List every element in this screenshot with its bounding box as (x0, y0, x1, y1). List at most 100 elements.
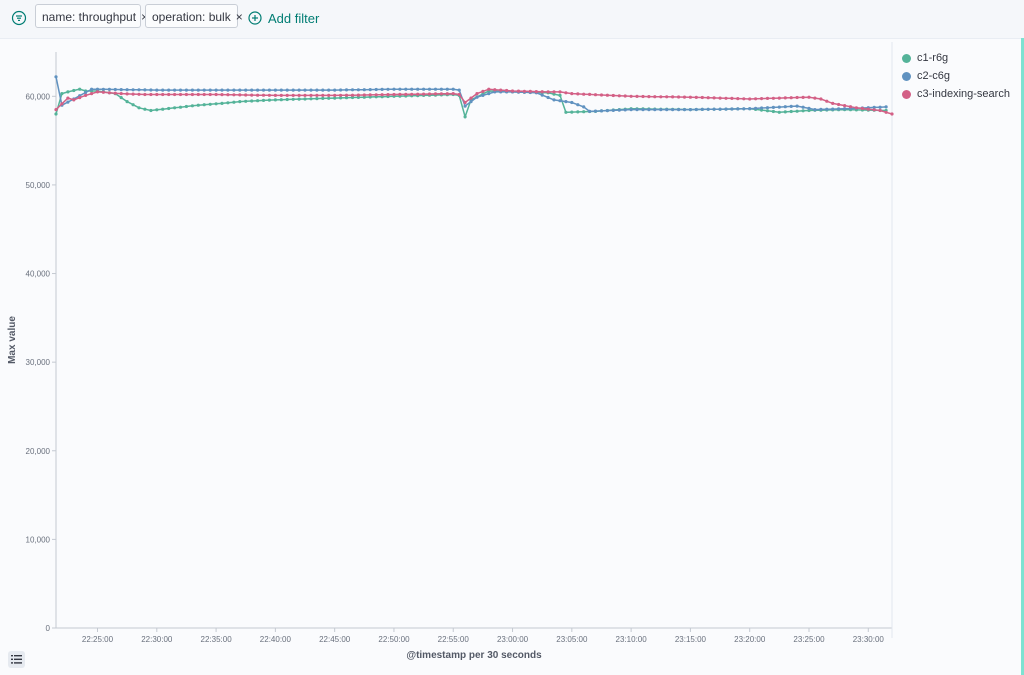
data-point (232, 93, 236, 97)
data-point (588, 109, 592, 113)
data-point (700, 107, 704, 111)
data-point (344, 93, 349, 97)
data-point (724, 96, 728, 100)
y-tick-label: 10,000 (26, 535, 51, 544)
data-point (386, 87, 390, 91)
filter-bar: name: throughput × operation: bulk × Add f… (0, 0, 1024, 39)
data-point (884, 105, 888, 109)
data-point (398, 87, 402, 91)
data-point (261, 98, 266, 102)
data-point (368, 88, 372, 92)
data-point (736, 107, 740, 111)
close-icon[interactable]: × (235, 10, 243, 24)
series-line (55, 88, 893, 115)
data-point (380, 93, 384, 97)
data-point (250, 93, 254, 97)
filter-pill-operation[interactable]: operation: bulk × (145, 4, 243, 28)
data-point (285, 97, 289, 102)
data-point (848, 105, 853, 109)
data-point (125, 88, 129, 92)
data-point (807, 106, 811, 110)
data-point (232, 88, 236, 92)
data-point (771, 109, 776, 114)
data-point (84, 90, 88, 95)
data-point (439, 92, 443, 96)
filter-menu-icon[interactable] (11, 10, 27, 26)
data-point (641, 94, 645, 99)
data-point (534, 90, 538, 94)
data-point (635, 108, 639, 112)
data-point (736, 97, 740, 101)
data-point (789, 109, 793, 114)
data-point (362, 88, 366, 92)
data-point (659, 95, 663, 99)
data-point (694, 107, 698, 112)
data-point (208, 102, 212, 106)
data-point (653, 108, 657, 112)
close-icon[interactable]: × (141, 10, 148, 24)
data-point (730, 107, 734, 111)
data-point (688, 95, 693, 99)
data-point (107, 91, 111, 95)
data-point (783, 110, 787, 114)
x-tick-label: 23:20:00 (734, 635, 766, 644)
legend-toggle-button[interactable] (8, 651, 25, 668)
y-tick-label: 0 (46, 624, 51, 633)
data-point (843, 104, 847, 108)
data-point (469, 96, 473, 100)
data-point (528, 89, 532, 93)
x-tick-label: 22:40:00 (260, 635, 292, 644)
data-point (190, 88, 194, 92)
data-point (487, 87, 491, 91)
data-point (499, 88, 503, 92)
legend-item[interactable]: c3-indexing-search (902, 85, 1010, 103)
data-point (588, 92, 592, 96)
y-tick-label: 20,000 (26, 447, 51, 456)
data-point (137, 92, 141, 96)
data-point (611, 108, 615, 112)
data-point (184, 104, 188, 109)
data-point (671, 108, 675, 112)
data-point (392, 92, 396, 97)
data-point (629, 108, 633, 112)
data-point (214, 102, 218, 106)
data-point (143, 92, 147, 97)
data-point (125, 100, 129, 104)
filter-pill-name[interactable]: name: throughput × (35, 4, 148, 28)
data-point (760, 97, 764, 101)
data-point (161, 107, 165, 111)
data-point (427, 87, 432, 91)
data-point (173, 106, 177, 110)
data-point (558, 90, 562, 94)
data-point (309, 88, 313, 92)
data-point (392, 87, 396, 91)
data-point (694, 95, 698, 99)
data-point (439, 87, 443, 91)
data-point (339, 96, 343, 100)
data-point (256, 88, 260, 92)
data-point (95, 90, 100, 94)
data-point (748, 107, 752, 111)
data-point (558, 93, 562, 97)
data-point (445, 87, 449, 91)
data-point (350, 95, 355, 100)
data-point (410, 92, 414, 96)
data-point (445, 92, 449, 96)
data-point (238, 93, 242, 97)
data-point (546, 90, 550, 94)
data-point (872, 108, 876, 112)
data-point (688, 108, 693, 112)
legend-item[interactable]: c1-r6g (902, 49, 1010, 67)
add-filter-button[interactable]: Add filter (248, 9, 319, 27)
data-point (267, 93, 271, 97)
data-point (801, 109, 805, 113)
data-point (730, 96, 734, 100)
data-point (131, 88, 135, 92)
data-point (582, 110, 586, 114)
data-point (754, 106, 758, 110)
data-point (825, 99, 829, 103)
y-tick-label: 50,000 (26, 181, 51, 190)
data-point (505, 88, 509, 93)
legend-item[interactable]: c2-c6g (902, 67, 1010, 85)
